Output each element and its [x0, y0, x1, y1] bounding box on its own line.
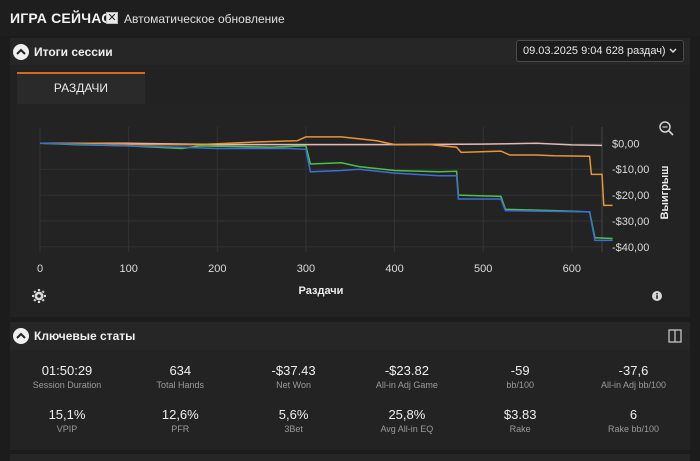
stat-item: $3.83 Rake: [465, 407, 575, 434]
stat-item: 12,6% PFR: [125, 407, 235, 434]
stat-item: 15,1% VPIP: [12, 407, 122, 434]
stat-value: -$23.82: [384, 363, 429, 378]
y-tick-label: -$30,00: [612, 216, 649, 228]
zoom-icon[interactable]: [659, 121, 674, 136]
stat-value: -37,6: [618, 363, 649, 378]
page-title: ИГРА СЕЙЧАС: [10, 10, 112, 26]
stat-value: 01:50:29: [41, 363, 93, 378]
stat-item: 5,6% 3Bet: [239, 407, 349, 434]
stat-label: Session Duration: [32, 380, 102, 390]
winnings-chart: $0,00 -$10,00 -$20,00 -$30,00 -$40,00 0 100 200…: [32, 121, 674, 303]
stat-value: $3.83: [503, 407, 537, 422]
stat-value: 6: [629, 407, 638, 422]
key-stats-panel: 01:50:29 Session Duration 634 Total Hands -$…: [10, 350, 690, 450]
stat-item: -$37.43 Net Won: [239, 363, 349, 390]
layout-columns-icon[interactable]: [668, 329, 682, 343]
stat-label: Avg All-in EQ: [380, 424, 434, 434]
series-line: [39, 142, 613, 242]
y-tick-label: -$20,00: [612, 190, 649, 202]
stat-item: 634 Total Hands: [125, 363, 235, 390]
key-stats-header: Ключевые статы: [10, 322, 690, 350]
key-stats-title: Ключевые статы: [34, 329, 136, 343]
session-chart-panel: РАЗДАЧИ $0,00 -$10,00 -$20,00 -$30,00 -$40,0…: [10, 65, 690, 317]
y-tick-label: $0,00: [612, 138, 640, 150]
stat-label: All-in Adj bb/100: [600, 380, 667, 390]
stat-label: Net Won: [276, 380, 312, 390]
stat-label: VPIP: [56, 424, 78, 434]
x-tick-label: 500: [474, 263, 492, 275]
session-summary-header: Итоги сессии 09.03.2025 9:04 628 раздач): [10, 38, 690, 66]
auto-update-label[interactable]: Автоматическое обновление: [124, 12, 285, 26]
stat-item: -59 bb/100: [465, 363, 575, 390]
gear-icon[interactable]: [32, 289, 46, 303]
stat-value: 15,1%: [48, 407, 86, 422]
stat-label: 3Bet: [284, 424, 303, 434]
x-tick-label: 600: [563, 263, 581, 275]
x-tick-label: 200: [208, 263, 226, 275]
x-axis-label: Раздачи: [299, 285, 344, 297]
top-bar: ИГРА СЕЙЧАС ✕ Автоматическое обновление: [0, 0, 700, 36]
stat-label: Rake bb/100: [607, 424, 660, 434]
series-line: [39, 142, 613, 240]
session-select-value: 09.03.2025 9:04 628 раздач): [523, 45, 666, 57]
auto-update-checkbox[interactable]: ✕: [106, 12, 118, 24]
stat-item: -$23.82 All-in Adj Game: [352, 363, 462, 390]
y-axis-label: Выигрыш: [659, 166, 671, 220]
stat-item: 25,8% Avg All-in EQ: [352, 407, 462, 434]
chevron-down-icon: [669, 48, 677, 54]
stat-label: bb/100: [506, 380, 534, 390]
stat-label: All-in Adj Game: [375, 380, 438, 390]
y-tick-label: -$40,00: [612, 242, 649, 254]
stat-value: 12,6%: [161, 407, 199, 422]
collapse-chevron-icon[interactable]: [13, 328, 29, 344]
session-summary-title: Итоги сессии: [34, 45, 113, 59]
x-tick-label: 100: [119, 263, 137, 275]
tab-hands[interactable]: РАЗДАЧИ: [17, 72, 145, 104]
x-tick-label: 400: [385, 263, 403, 275]
x-tick-label: 300: [297, 263, 315, 275]
stat-item: 6 Rake bb/100: [579, 407, 689, 434]
info-icon[interactable]: [652, 291, 662, 301]
series-line: [40, 136, 613, 207]
stat-label: PFR: [171, 424, 190, 434]
stat-value: 25,8%: [388, 407, 426, 422]
chart-area: $0,00 -$10,00 -$20,00 -$30,00 -$40,00 0 100 200…: [17, 105, 687, 312]
stat-value: 634: [169, 363, 192, 378]
stat-label: Rake: [509, 424, 531, 434]
stat-item: -37,6 All-in Adj bb/100: [579, 363, 689, 390]
stat-value: 5,6%: [278, 407, 309, 422]
stat-value: -$37.43: [271, 363, 316, 378]
y-tick-label: -$10,00: [612, 164, 649, 176]
stat-item: 01:50:29 Session Duration: [12, 363, 122, 390]
next-section-edge: [10, 454, 690, 461]
collapse-chevron-icon[interactable]: [13, 44, 29, 60]
stat-value: -59: [510, 363, 530, 378]
stat-label: Total Hands: [156, 380, 205, 390]
session-select[interactable]: 09.03.2025 9:04 628 раздач): [516, 40, 684, 62]
x-tick-label: 0: [37, 263, 43, 275]
